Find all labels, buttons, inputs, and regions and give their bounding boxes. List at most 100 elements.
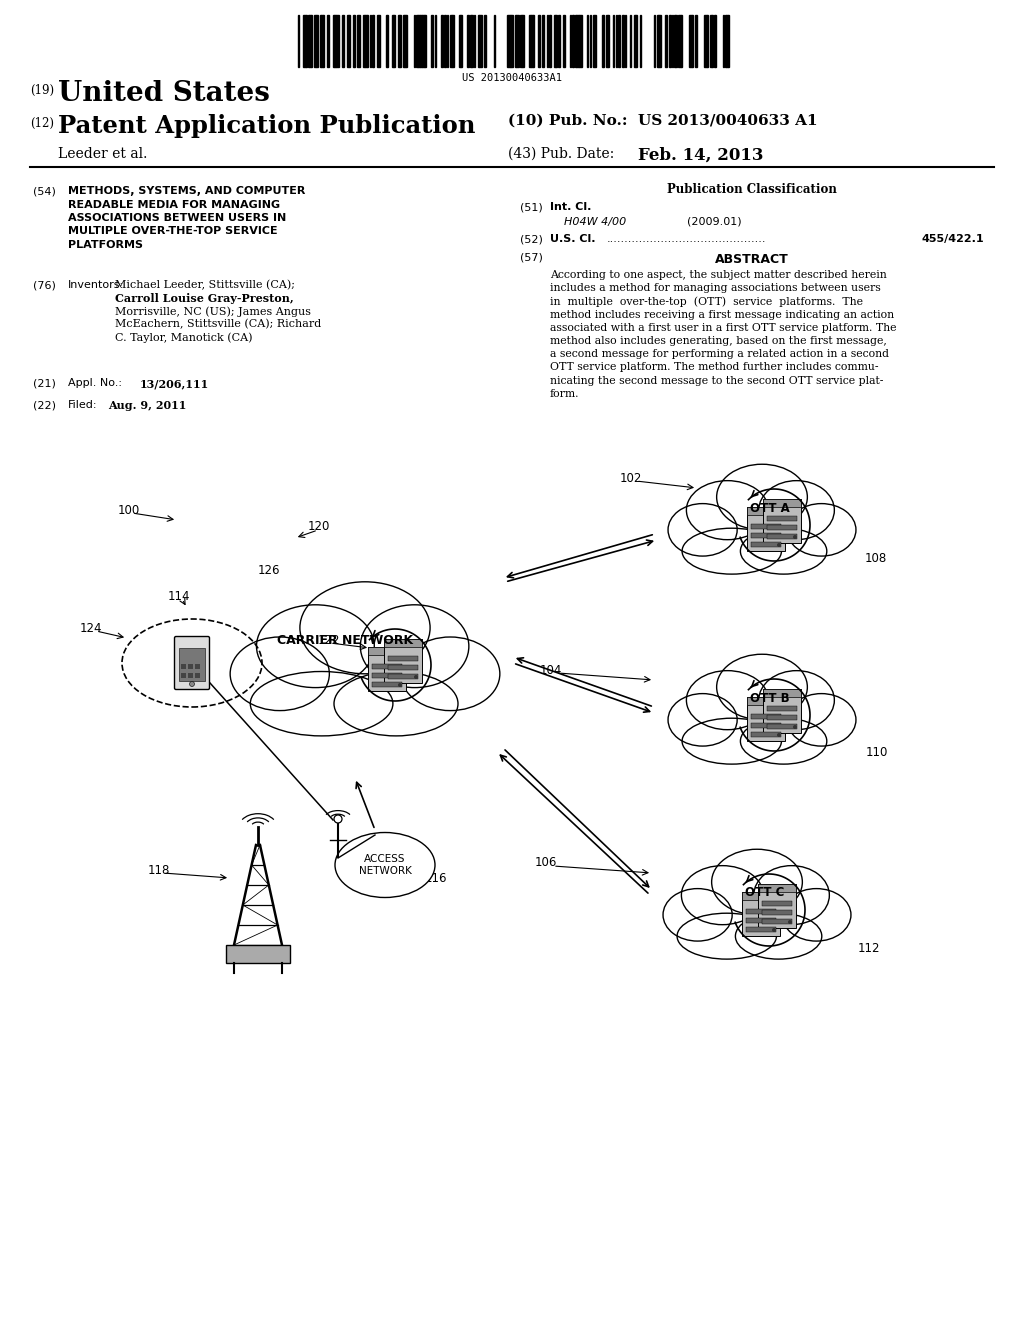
Bar	[195, 673, 200, 678]
Ellipse shape	[717, 465, 807, 529]
Bar	[484, 15, 486, 67]
Bar	[767, 723, 797, 729]
Text: Appl. No.:: Appl. No.:	[68, 378, 122, 388]
Text: method also includes generating, based on the first message,: method also includes generating, based o…	[550, 337, 887, 346]
Text: a second message for performing a related action in a second: a second message for performing a relate…	[550, 350, 889, 359]
Bar	[347, 15, 349, 67]
Text: (21): (21)	[33, 378, 56, 388]
Bar	[422, 15, 424, 67]
Text: (10) Pub. No.:  US 2013/0040633 A1: (10) Pub. No.: US 2013/0040633 A1	[508, 114, 817, 128]
Bar	[705, 15, 707, 67]
Bar	[751, 524, 781, 529]
Bar	[388, 656, 418, 661]
Bar	[388, 665, 418, 671]
Text: ............................................: ........................................…	[607, 234, 767, 244]
Text: OTT A: OTT A	[751, 502, 790, 515]
Text: Filed:: Filed:	[68, 400, 97, 411]
Bar	[742, 892, 780, 900]
Bar	[452, 15, 454, 67]
Text: nicating the second message to the second OTT service plat-: nicating the second message to the secon…	[550, 376, 884, 385]
Text: 116: 116	[425, 871, 447, 884]
Text: OTT service platform. The method further includes commu-: OTT service platform. The method further…	[550, 363, 879, 372]
Bar	[195, 664, 200, 669]
Bar	[606, 15, 608, 67]
Text: (51): (51)	[520, 202, 543, 213]
Text: (22): (22)	[33, 400, 56, 411]
Bar	[372, 664, 402, 669]
Text: 114: 114	[168, 590, 190, 602]
Ellipse shape	[786, 693, 856, 746]
Ellipse shape	[786, 504, 856, 556]
Bar	[431, 15, 433, 67]
Ellipse shape	[686, 480, 768, 540]
Bar	[751, 714, 781, 719]
Text: associated with a first user in a first OTT service platform. The: associated with a first user in a first …	[550, 323, 896, 333]
Bar	[450, 15, 452, 67]
Text: CARRIER NETWORK: CARRIER NETWORK	[276, 634, 413, 647]
Circle shape	[777, 543, 781, 546]
Text: (54): (54)	[33, 186, 56, 195]
Bar	[188, 664, 193, 669]
Ellipse shape	[360, 605, 469, 688]
Ellipse shape	[754, 866, 829, 925]
Bar	[763, 499, 801, 543]
Bar	[742, 892, 780, 936]
Bar	[416, 15, 418, 67]
Bar	[357, 15, 360, 67]
Ellipse shape	[256, 605, 375, 688]
Text: (76): (76)	[33, 280, 56, 290]
Bar	[767, 525, 797, 531]
Text: U.S. Cl.: U.S. Cl.	[550, 234, 596, 244]
Ellipse shape	[335, 833, 435, 898]
Ellipse shape	[664, 888, 732, 941]
Text: method includes receiving a first message indicating an action: method includes receiving a first messag…	[550, 310, 894, 319]
Circle shape	[772, 928, 776, 932]
Ellipse shape	[230, 638, 330, 710]
Text: READABLE MEDIA FOR MANAGING: READABLE MEDIA FOR MANAGING	[68, 199, 281, 210]
Text: ACCESS
NETWORK: ACCESS NETWORK	[358, 854, 412, 875]
Bar	[321, 15, 323, 67]
Bar	[309, 15, 311, 67]
Text: US 20130040633A1: US 20130040633A1	[462, 73, 562, 83]
Text: Int. Cl.: Int. Cl.	[550, 202, 592, 213]
Bar	[751, 723, 781, 729]
Bar	[327, 15, 329, 67]
Bar	[751, 533, 781, 539]
Bar	[365, 15, 367, 67]
Circle shape	[793, 535, 797, 539]
Bar	[179, 648, 205, 681]
Bar	[762, 919, 792, 924]
Text: 106: 106	[535, 857, 557, 870]
Text: 112: 112	[858, 941, 881, 954]
Ellipse shape	[759, 480, 835, 540]
Ellipse shape	[682, 718, 781, 764]
Text: C. Taylor, Manotick (CA): C. Taylor, Manotick (CA)	[115, 333, 253, 343]
Bar	[763, 499, 801, 507]
Bar	[368, 647, 406, 690]
Bar	[746, 507, 785, 515]
Bar	[542, 15, 544, 67]
Bar	[689, 15, 692, 67]
Text: According to one aspect, the subject matter described herein: According to one aspect, the subject mat…	[550, 271, 887, 280]
Bar	[388, 675, 418, 678]
Bar	[479, 15, 482, 67]
Ellipse shape	[334, 672, 458, 737]
Bar	[226, 945, 290, 964]
Bar	[751, 733, 781, 737]
Bar	[763, 689, 801, 733]
Bar	[762, 909, 792, 915]
Text: Morrisville, NC (US); James Angus: Morrisville, NC (US); James Angus	[115, 306, 311, 317]
Text: METHODS, SYSTEMS, AND COMPUTER: METHODS, SYSTEMS, AND COMPUTER	[68, 186, 305, 195]
Text: 455/422.1: 455/422.1	[922, 234, 984, 244]
Ellipse shape	[740, 718, 826, 764]
Bar	[767, 535, 797, 539]
Text: H04W 4/00: H04W 4/00	[564, 216, 627, 227]
Ellipse shape	[740, 528, 826, 574]
Bar	[181, 673, 186, 678]
Bar	[678, 15, 681, 67]
Bar	[522, 15, 524, 67]
Text: ASSOCIATIONS BETWEEN USERS IN: ASSOCIATIONS BETWEEN USERS IN	[68, 213, 287, 223]
Bar	[467, 15, 469, 67]
Text: 126: 126	[258, 564, 281, 577]
Bar	[746, 909, 776, 913]
